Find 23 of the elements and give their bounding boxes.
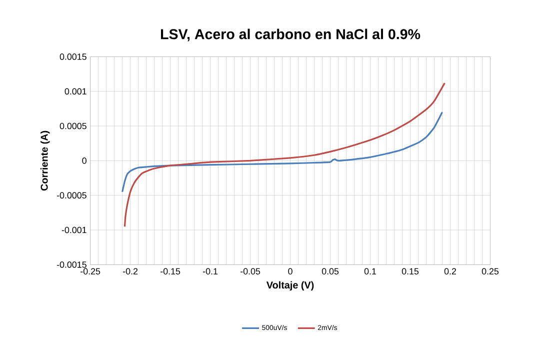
x-tick-label: 0.25: [482, 268, 499, 274]
line-series: [124, 82, 446, 228]
chart-title: LSV, Acero al carbono en NaCl al 0.9%: [161, 28, 420, 42]
x-tick-label: -0.15: [160, 268, 180, 274]
x-tick-label: -0.25: [80, 268, 100, 274]
x-tick-label: -0.2: [123, 268, 138, 274]
y-tick-label: -0.0015: [56, 261, 86, 268]
y-axis-title: Corriente (A): [40, 130, 50, 190]
x-tick-label: 0.2: [444, 268, 456, 274]
x-tick-label: -0.1: [203, 268, 218, 274]
x-tick-label: 0.15: [402, 268, 419, 274]
x-tick-label: 0: [288, 268, 292, 274]
y-tick-label: 0: [82, 157, 86, 164]
y-tick-label: -0.001: [62, 226, 86, 234]
y-tick-label: 0.0005: [60, 122, 86, 130]
x-tick-label: 0.05: [322, 268, 339, 274]
x-axis-title: Voltaje (V): [266, 281, 314, 290]
y-tick-label: 0.001: [64, 88, 86, 94]
x-tick-label: -0.05: [240, 268, 260, 274]
y-tick-label: 0.0015: [60, 53, 86, 60]
x-tick-label: 0.1: [364, 268, 376, 274]
line-series: [122, 111, 444, 193]
y-tick-label: -0.0005: [56, 192, 86, 198]
